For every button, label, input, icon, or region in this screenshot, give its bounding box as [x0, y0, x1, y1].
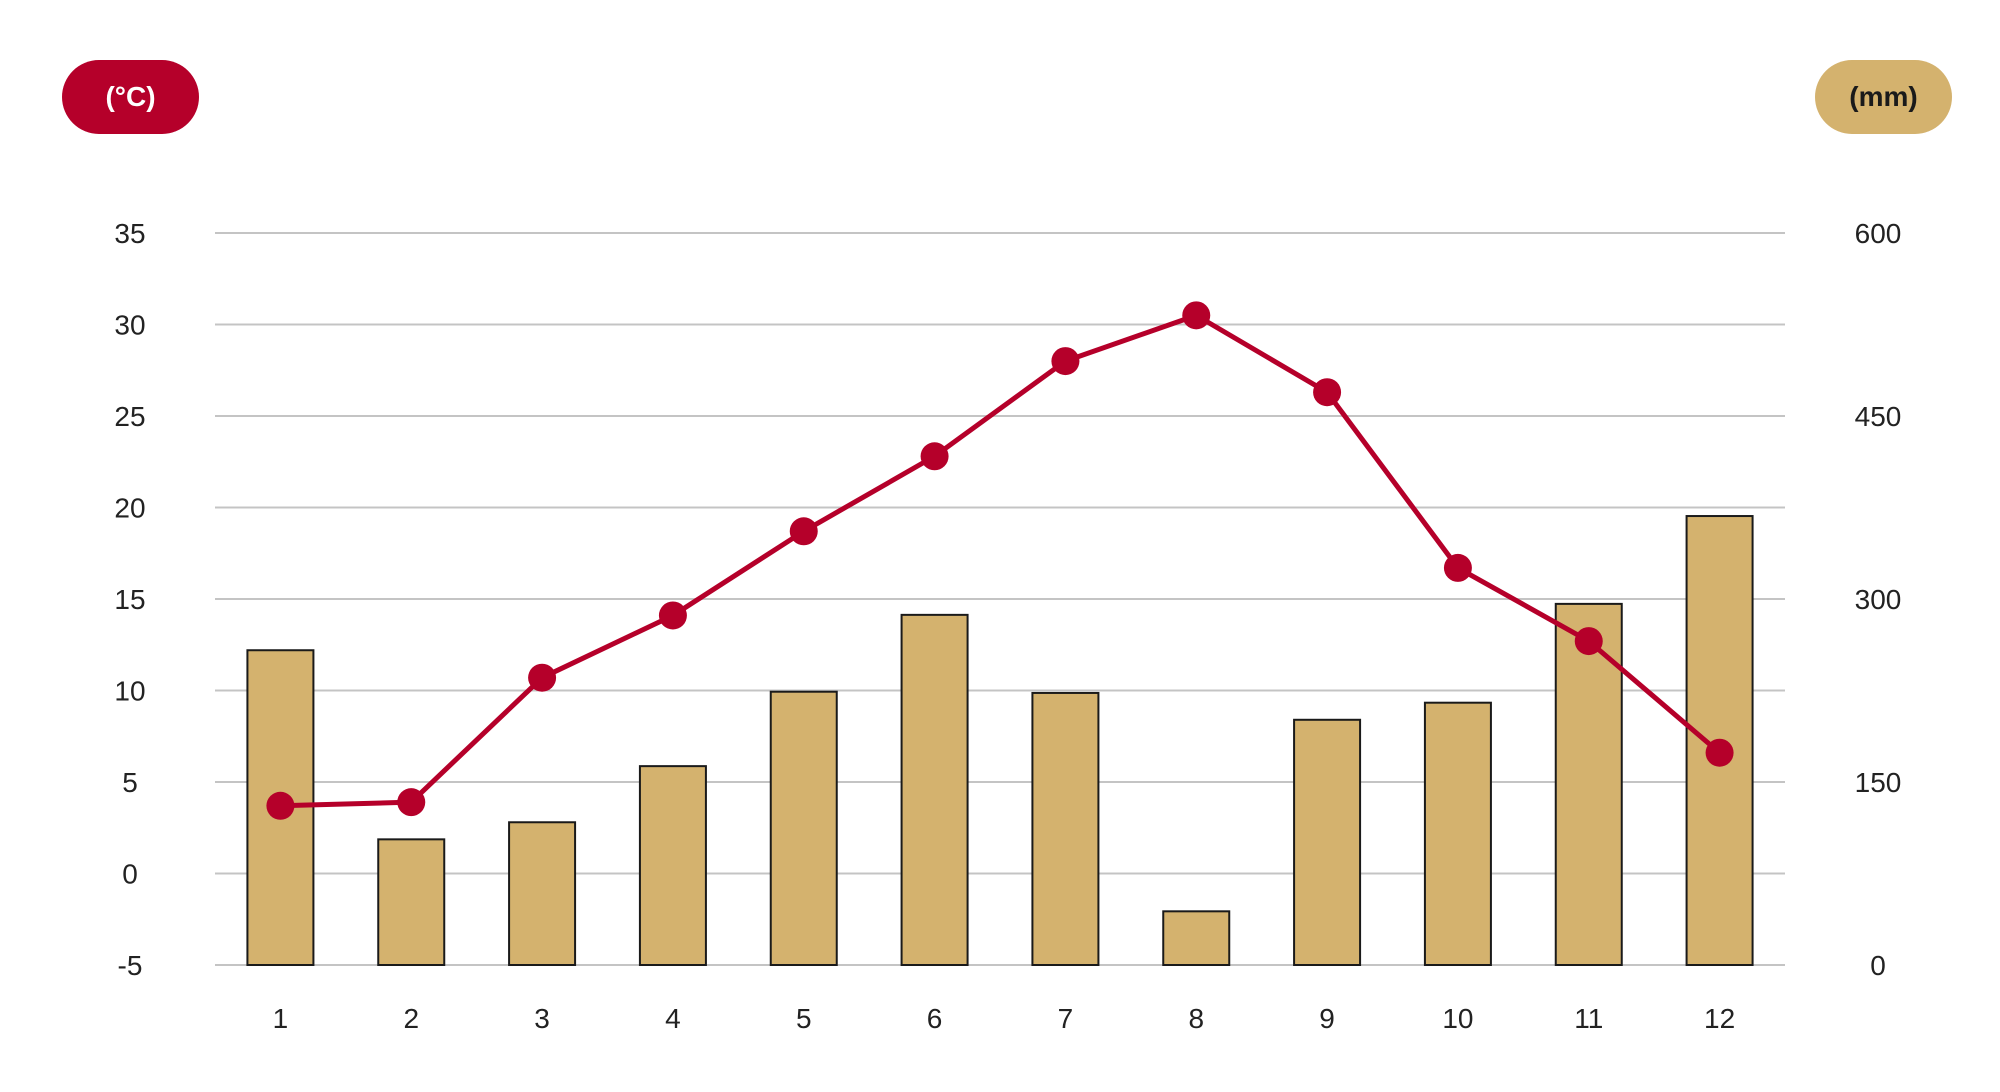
precipitation-bar	[638, 765, 707, 967]
left-axis-tick-label: 25	[114, 401, 145, 432]
temperature-line	[266, 301, 1734, 820]
temperature-point	[1574, 627, 1603, 656]
precipitation-bar	[900, 613, 969, 966]
temperature-point	[920, 442, 949, 471]
temperature-point	[1182, 301, 1211, 330]
x-axis-tick-label: 4	[665, 1003, 681, 1034]
precipitation-bar	[769, 690, 838, 966]
x-axis-tick-label: 8	[1188, 1003, 1204, 1034]
temperature-point	[1313, 378, 1342, 407]
temperature-point	[789, 517, 818, 546]
x-axis-tick-label: 2	[403, 1003, 419, 1034]
right-axis-tick-label: 0	[1870, 950, 1886, 981]
left-axis-tick-label: 10	[114, 676, 145, 707]
left-axis-tick-label: 5	[122, 767, 138, 798]
temperature-line-path	[280, 312, 1722, 809]
left-axis-ticks: 35 30 25 20 15 10 5 0 -5	[114, 218, 145, 981]
x-axis-tick-label: 3	[534, 1003, 550, 1034]
right-axis-tick-label: 600	[1855, 218, 1902, 249]
precipitation-bar	[377, 838, 446, 967]
precipitation-bars	[246, 515, 1754, 967]
x-axis-tick-label: 9	[1319, 1003, 1335, 1034]
left-axis-tick-label: 20	[114, 493, 145, 524]
precipitation-bar	[1554, 602, 1623, 966]
temperature-unit-badge: (°C)	[62, 60, 199, 134]
temperature-point	[1705, 738, 1734, 767]
x-axis-tick-label: 10	[1442, 1003, 1473, 1034]
precipitation-unit-badge: (mm)	[1815, 60, 1952, 134]
x-axis-tick-label: 6	[927, 1003, 943, 1034]
grid-lines	[215, 232, 1785, 966]
left-axis-tick-label: 15	[114, 584, 145, 615]
precipitation-bar	[1423, 701, 1492, 966]
right-axis-tick-label: 450	[1855, 401, 1902, 432]
right-axis-tick-label: 150	[1855, 767, 1902, 798]
x-axis-tick-label: 7	[1058, 1003, 1074, 1034]
precipitation-bar	[1031, 691, 1100, 966]
precipitation-bar	[508, 821, 577, 967]
temperature-point	[528, 663, 557, 692]
right-axis-ticks: 600 450 300 150 0	[1855, 218, 1902, 981]
temperature-point	[266, 791, 295, 820]
temperature-point	[397, 788, 426, 817]
temperature-point	[1443, 553, 1472, 582]
x-axis-tick-label: 1	[273, 1003, 289, 1034]
x-axis-tick-label: 12	[1704, 1003, 1735, 1034]
x-axis-tick-label: 5	[796, 1003, 812, 1034]
left-axis-tick-label: 35	[114, 218, 145, 249]
temperature-point	[1051, 347, 1080, 376]
temperature-point	[658, 601, 687, 630]
precipitation-bar	[1293, 718, 1362, 967]
right-axis-tick-label: 300	[1855, 584, 1902, 615]
x-axis-ticks: 1 2 3 4 5 6 7 8 9 10 11 12	[273, 1003, 1736, 1034]
precipitation-bar	[1162, 910, 1231, 967]
left-axis-tick-label: 30	[114, 310, 145, 341]
left-axis-tick-label: -5	[118, 950, 143, 981]
left-axis-tick-label: 0	[122, 859, 138, 890]
x-axis-tick-label: 11	[1574, 1003, 1603, 1034]
